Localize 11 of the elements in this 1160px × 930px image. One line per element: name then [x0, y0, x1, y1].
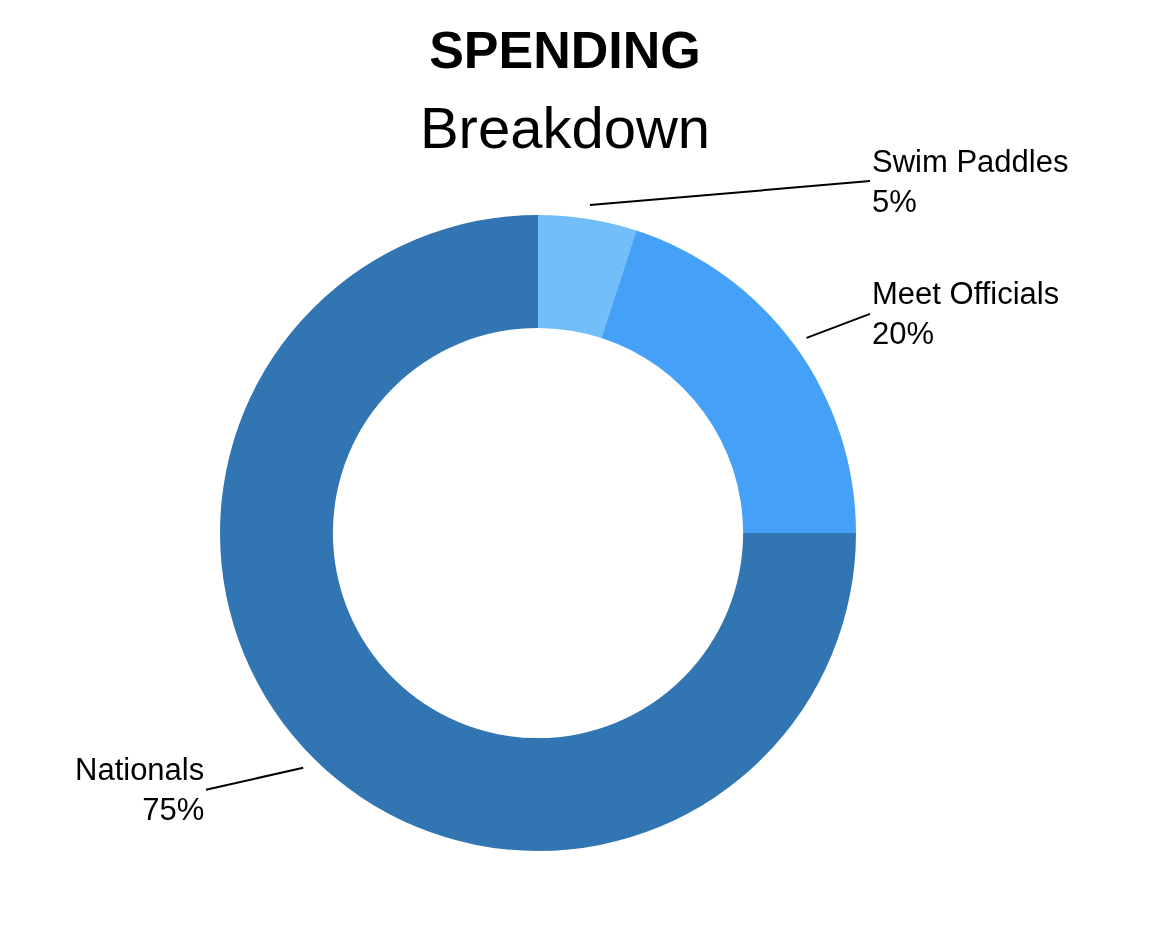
slice-label: Swim Paddles	[872, 144, 1069, 179]
donut-slice	[220, 215, 856, 851]
slice-label: Meet Officials	[872, 276, 1060, 311]
donut-slice	[601, 230, 856, 533]
data-label: 20%	[872, 316, 935, 352]
chart-subtitle: Breakdown	[419, 94, 711, 160]
slice-label: Nationals	[75, 752, 205, 787]
chart-title: SPENDING	[429, 21, 701, 80]
data-label: 5%	[872, 184, 917, 220]
data-label: 75%	[142, 792, 205, 828]
donut-slice	[538, 215, 637, 338]
